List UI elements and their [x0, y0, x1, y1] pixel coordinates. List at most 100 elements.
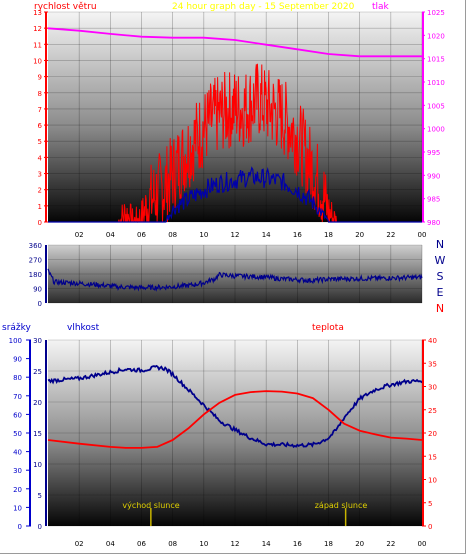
- pressure-tick-label: 985: [427, 196, 440, 204]
- wind-gust-line: [48, 166, 422, 223]
- chart-title: 24 hour graph day - 15 September 2020: [172, 2, 355, 12]
- rain-tick-label: 90: [13, 356, 22, 364]
- x-tick-label-top: 20: [355, 231, 364, 239]
- rain-tick-label: 20: [13, 486, 22, 494]
- x-tick-label-bottom: 00: [418, 540, 427, 548]
- direction-tick-label: 0: [38, 300, 42, 308]
- temperature-tick-label: 40: [428, 337, 437, 345]
- pressure-tick-label: 1000: [427, 126, 445, 134]
- pressure-tick-label: 1025: [427, 9, 445, 17]
- x-tick-label-bottom: 18: [324, 540, 333, 548]
- x-tick-label-bottom: 22: [386, 540, 395, 548]
- pressure-tick-label: 990: [427, 172, 440, 180]
- wind-tick-label: 7: [38, 106, 42, 114]
- wind-tick-label: 12: [33, 25, 42, 33]
- temperature-tick-label: 30: [428, 384, 437, 392]
- compass-e: E: [437, 286, 444, 299]
- x-tick-label-bottom: 02: [75, 540, 84, 548]
- x-tick-label-top: 12: [231, 231, 240, 239]
- x-tick-label-top: 16: [293, 231, 302, 239]
- temperature-line: [47, 390, 423, 449]
- temperature-label: teplota: [312, 323, 344, 333]
- wind-tick-label: 10: [33, 57, 42, 65]
- x-tick-label-bottom: 08: [168, 540, 177, 548]
- x-tick-label-bottom: 12: [231, 540, 240, 548]
- wind-speed-label: rychlost větru: [34, 2, 97, 12]
- x-tick-label-top: 10: [199, 231, 208, 239]
- x-tick-label-top: 06: [137, 231, 146, 239]
- direction-tick-label: 90: [33, 286, 42, 294]
- x-tick-label-bottom: 06: [137, 540, 146, 548]
- direction-tick-label: 180: [29, 271, 42, 279]
- rain-tick-label: 0: [18, 523, 22, 531]
- humidity-tick-label: 10: [33, 461, 42, 469]
- direction-tick-label: 360: [29, 242, 42, 250]
- rain-tick-label: 80: [13, 374, 22, 382]
- x-tick-label-top: 08: [168, 231, 177, 239]
- temperature-tick-label: 15: [428, 453, 437, 461]
- wind-tick-label: 13: [33, 9, 42, 17]
- rain-label: srážky: [2, 323, 32, 333]
- wind-direction-line: [47, 268, 423, 292]
- temperature-tick-label: 0: [428, 523, 432, 531]
- wind-tick-label: 5: [38, 138, 42, 146]
- compass-n-top: N: [436, 238, 444, 251]
- temperature-tick-label: 10: [428, 477, 437, 485]
- humidity-line: [47, 364, 423, 449]
- pressure-tick-label: 995: [427, 149, 440, 157]
- wind-tick-label: 0: [38, 219, 42, 227]
- wind-tick-label: 4: [38, 154, 43, 162]
- temperature-tick-label: 25: [428, 407, 437, 415]
- rain-tick-label: 50: [13, 430, 22, 438]
- x-tick-label-bottom: 20: [355, 540, 364, 548]
- humidity-tick-label: 20: [33, 399, 42, 407]
- pressure-tick-label: 1020: [427, 32, 445, 40]
- x-tick-label-top: 18: [324, 231, 333, 239]
- x-tick-label-top: 02: [75, 231, 84, 239]
- wind-tick-label: 3: [38, 171, 42, 179]
- wind-tick-label: 2: [38, 187, 42, 195]
- x-tick-label-bottom: 14: [262, 540, 271, 548]
- temperature-tick-label: 5: [428, 500, 432, 508]
- wind-tick-label: 11: [33, 41, 42, 49]
- wind-tick-label: 8: [38, 90, 42, 98]
- wind-tick-label: 9: [38, 74, 42, 82]
- direction-panel-bg: [48, 245, 422, 303]
- rain-tick-label: 40: [13, 449, 22, 457]
- rain-tick-label: 100: [9, 337, 22, 345]
- temperature-tick-label: 35: [428, 360, 437, 368]
- rain-tick-label: 10: [13, 504, 22, 512]
- sunset-label: západ slunce: [315, 501, 368, 510]
- compass-s: S: [437, 270, 444, 283]
- pressure-label: tlak: [372, 2, 390, 12]
- humidity-tick-label: 15: [33, 430, 42, 438]
- temperature-tick-label: 20: [428, 430, 437, 438]
- rain-tick-label: 70: [13, 393, 22, 401]
- pressure-tick-label: 980: [427, 219, 440, 227]
- humidity-tick-label: 30: [33, 337, 42, 345]
- direction-tick-label: 270: [29, 257, 42, 265]
- humidity-tick-label: 5: [38, 492, 42, 500]
- rain-tick-label: 60: [13, 411, 22, 419]
- x-tick-label-top: 14: [262, 231, 271, 239]
- humidity-tick-label: 25: [33, 368, 42, 376]
- wind-tick-label: 1: [38, 203, 42, 211]
- pressure-tick-label: 1010: [427, 79, 445, 87]
- x-tick-label-top: 04: [106, 231, 115, 239]
- pressure-line: [47, 27, 422, 58]
- sunrise-label: východ slunce: [122, 501, 179, 510]
- compass-n-bottom: N: [436, 302, 444, 315]
- compass-w: W: [435, 254, 446, 267]
- x-tick-label-bottom: 10: [199, 540, 208, 548]
- humidity-label: vlhkost: [67, 323, 100, 333]
- x-tick-label-bottom: 04: [106, 540, 115, 548]
- x-tick-label-top: 00: [418, 231, 427, 239]
- x-tick-label-bottom: 16: [293, 540, 302, 548]
- x-tick-label-top: 22: [386, 231, 395, 239]
- rain-tick-label: 30: [13, 467, 22, 475]
- pressure-tick-label: 1015: [427, 56, 445, 64]
- pressure-tick-label: 1005: [427, 102, 445, 110]
- humidity-tick-label: 0: [38, 523, 42, 531]
- wind-tick-label: 6: [38, 122, 43, 130]
